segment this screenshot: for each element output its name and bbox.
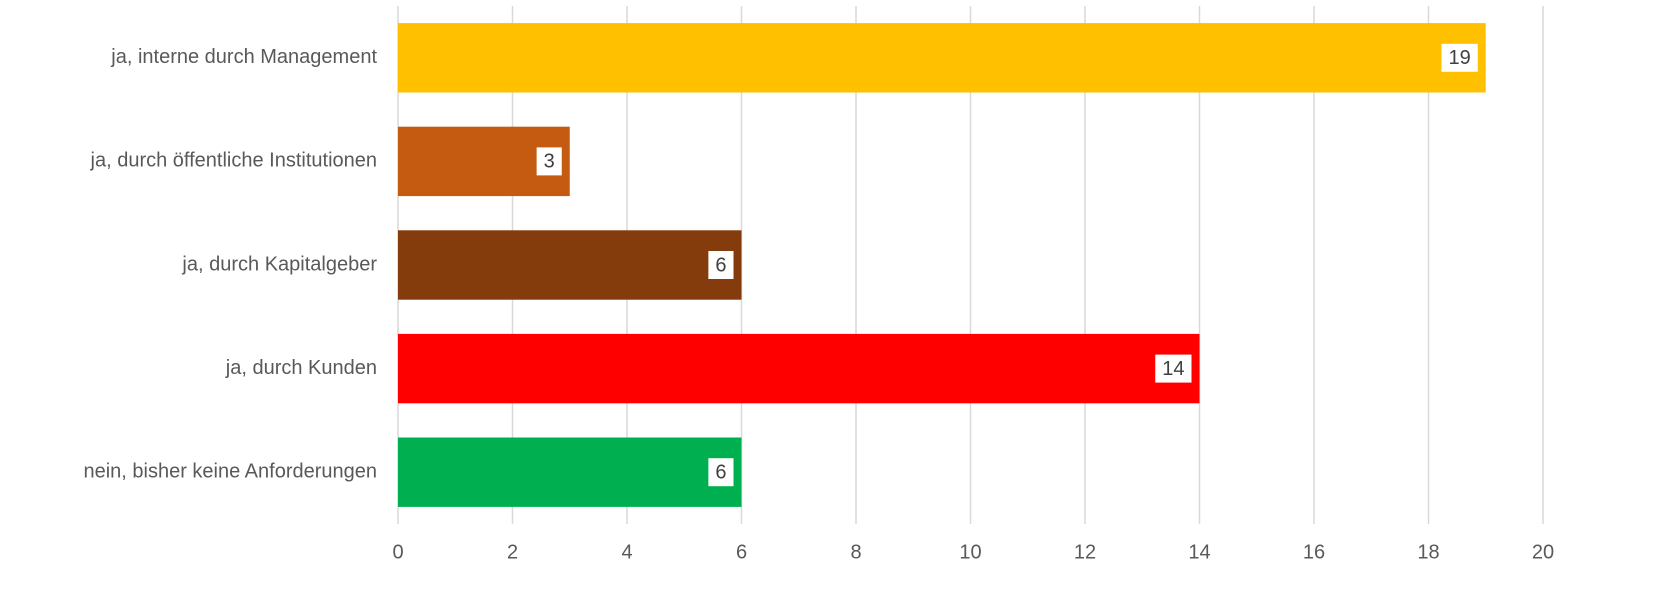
bar xyxy=(398,230,742,300)
y-tick-label: ja, durch Kapitalgeber xyxy=(181,253,377,275)
x-tick-label: 0 xyxy=(392,541,403,563)
bar xyxy=(398,437,742,507)
x-tick-label: 12 xyxy=(1074,541,1096,563)
data-label-box xyxy=(1441,43,1478,72)
bar xyxy=(398,23,1486,93)
y-tick-label: ja, interne durch Management xyxy=(110,46,377,68)
x-tick-label: 2 xyxy=(507,541,518,563)
data-label-box xyxy=(1155,354,1192,383)
data-label-box xyxy=(708,458,734,487)
data-label-box xyxy=(536,147,562,176)
bar xyxy=(398,333,1200,404)
data-label: 19 xyxy=(1449,47,1471,69)
x-tick-label: 18 xyxy=(1417,541,1439,563)
y-tick-label: nein, bisher keine Anforderungen xyxy=(83,460,377,482)
data-label-box xyxy=(708,251,734,279)
x-tick-label: 6 xyxy=(736,541,747,563)
x-tick-label: 16 xyxy=(1303,541,1325,563)
data-label: 6 xyxy=(715,254,726,276)
y-tick-label: ja, durch öffentliche Institutionen xyxy=(90,150,377,172)
y-tick-label: ja, durch Kunden xyxy=(225,357,377,379)
data-label: 3 xyxy=(544,151,555,173)
x-tick-label: 4 xyxy=(621,541,632,563)
data-label: 14 xyxy=(1162,358,1184,380)
x-tick-label: 8 xyxy=(850,541,861,563)
x-tick-label: 10 xyxy=(959,541,981,563)
x-tick-label: 20 xyxy=(1532,541,1554,563)
x-tick-label: 14 xyxy=(1188,541,1210,563)
data-label: 6 xyxy=(715,461,726,483)
